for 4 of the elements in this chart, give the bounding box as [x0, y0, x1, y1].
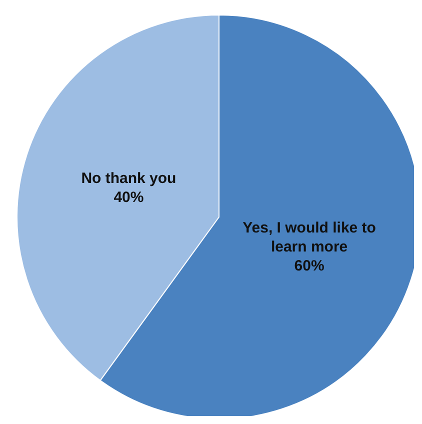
data-label: 40% [114, 188, 144, 206]
slice-label: Yes, I would like to learn more [242, 218, 376, 255]
data-label: 60% [294, 256, 324, 274]
slice-label: No thank you [81, 170, 176, 187]
